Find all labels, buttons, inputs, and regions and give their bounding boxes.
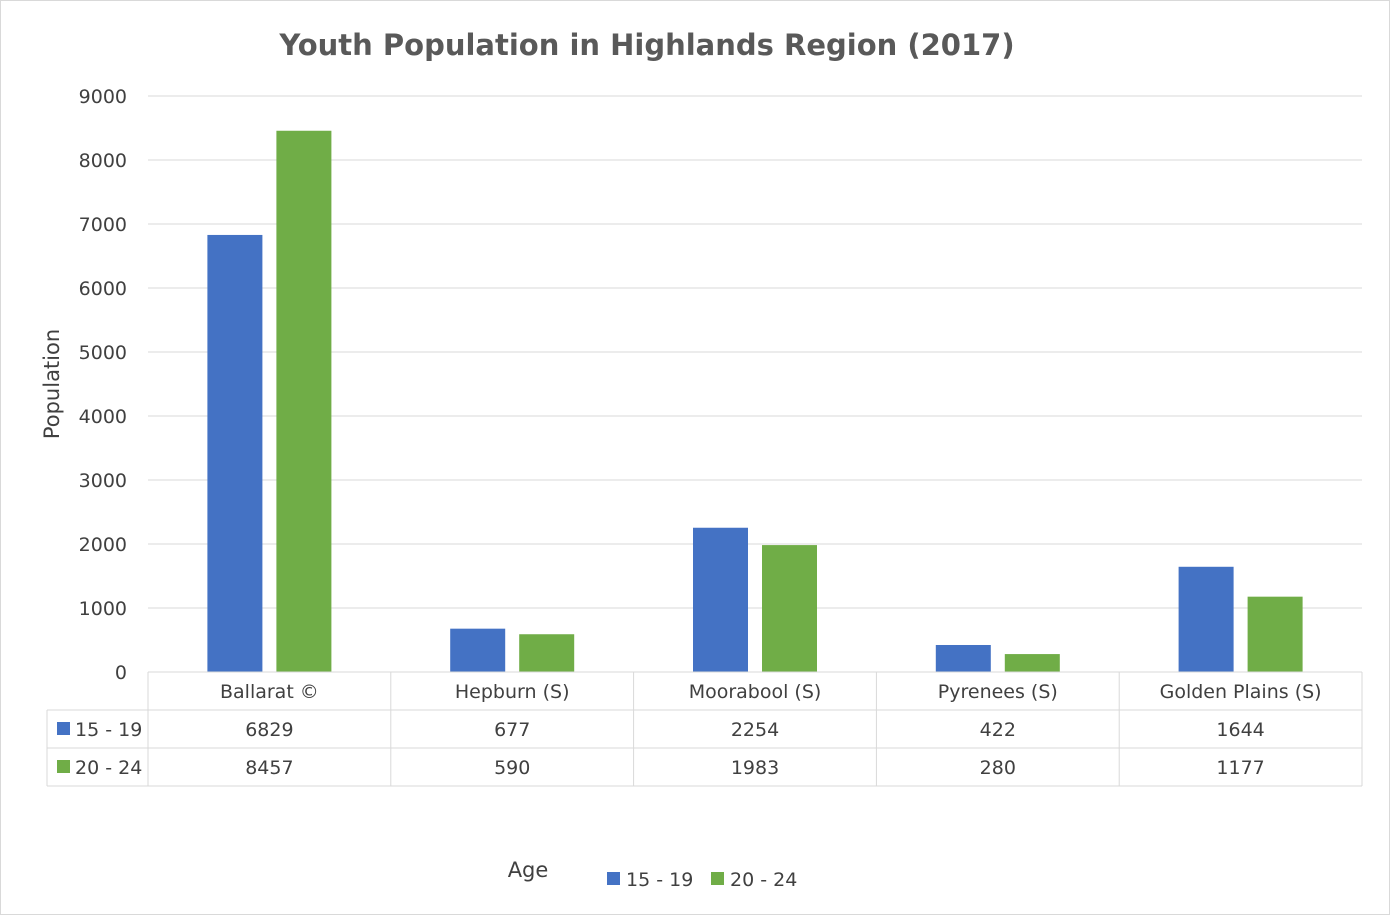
y-tick-label: 1000 [79,598,127,620]
x-tick-label: Ballarat © [220,681,319,703]
y-tick-label: 3000 [79,470,127,492]
data-label: 1644 [1216,719,1264,741]
data-label: 6829 [245,719,293,741]
legend-label: 15 - 19 [626,869,693,891]
x-axis-title: Age [508,858,549,882]
y-tick-label: 2000 [79,534,127,556]
chart-title: Youth Population in Highlands Region (20… [278,28,1014,62]
bar-series1 [693,527,748,672]
bar-series1 [450,628,506,672]
x-tick-label: Moorabool (S) [689,681,822,703]
data-label: 422 [980,719,1016,741]
data-label: 280 [980,757,1016,779]
data-label: 1983 [731,757,779,779]
bar-series2 [519,634,575,672]
legend-label: 20 - 24 [730,869,797,891]
legend-key [711,872,724,885]
table-legend-key [57,760,70,773]
gridlines [148,95,1362,609]
x-tick-label: Pyrenees (S) [938,681,1058,703]
bar-series2 [762,545,817,672]
x-tick-label: Golden Plains (S) [1160,681,1322,703]
table-series-name: 20 - 24 [75,757,142,779]
bar-series1 [1178,566,1234,672]
y-tick-label: 4000 [79,406,127,428]
data-label: 8457 [245,757,293,779]
bar-series1 [207,234,263,672]
legend: 15 - 19 20 - 24 [607,869,797,891]
data-table: Ballarat © Hepburn (S) Moorabool (S) Pyrene… [46,671,1363,787]
bars [207,130,1303,672]
bar-series2 [276,130,332,672]
y-tick-label: 6000 [79,278,127,300]
table-legend-key [57,722,70,735]
y-tick-label: 7000 [79,214,127,236]
bar-series1 [935,644,991,672]
data-label: 590 [494,757,530,779]
table-series-name: 15 - 19 [75,719,142,741]
bar-series2 [1004,654,1060,672]
y-axis-title: Population [40,329,64,439]
data-label: 1177 [1216,757,1264,779]
y-tick-label: 9000 [79,86,127,108]
bar-series2 [1247,596,1303,672]
data-label: 2254 [731,719,779,741]
data-label: 677 [494,719,530,741]
y-tick-label: 8000 [79,150,127,172]
y-axis-ticks: 0 1000 2000 3000 4000 5000 6000 7000 8000 9000 [79,86,127,684]
legend-key [607,872,620,885]
y-tick-label: 5000 [79,342,127,364]
x-tick-label: Hepburn (S) [455,681,570,703]
y-tick-label: 0 [115,662,127,684]
